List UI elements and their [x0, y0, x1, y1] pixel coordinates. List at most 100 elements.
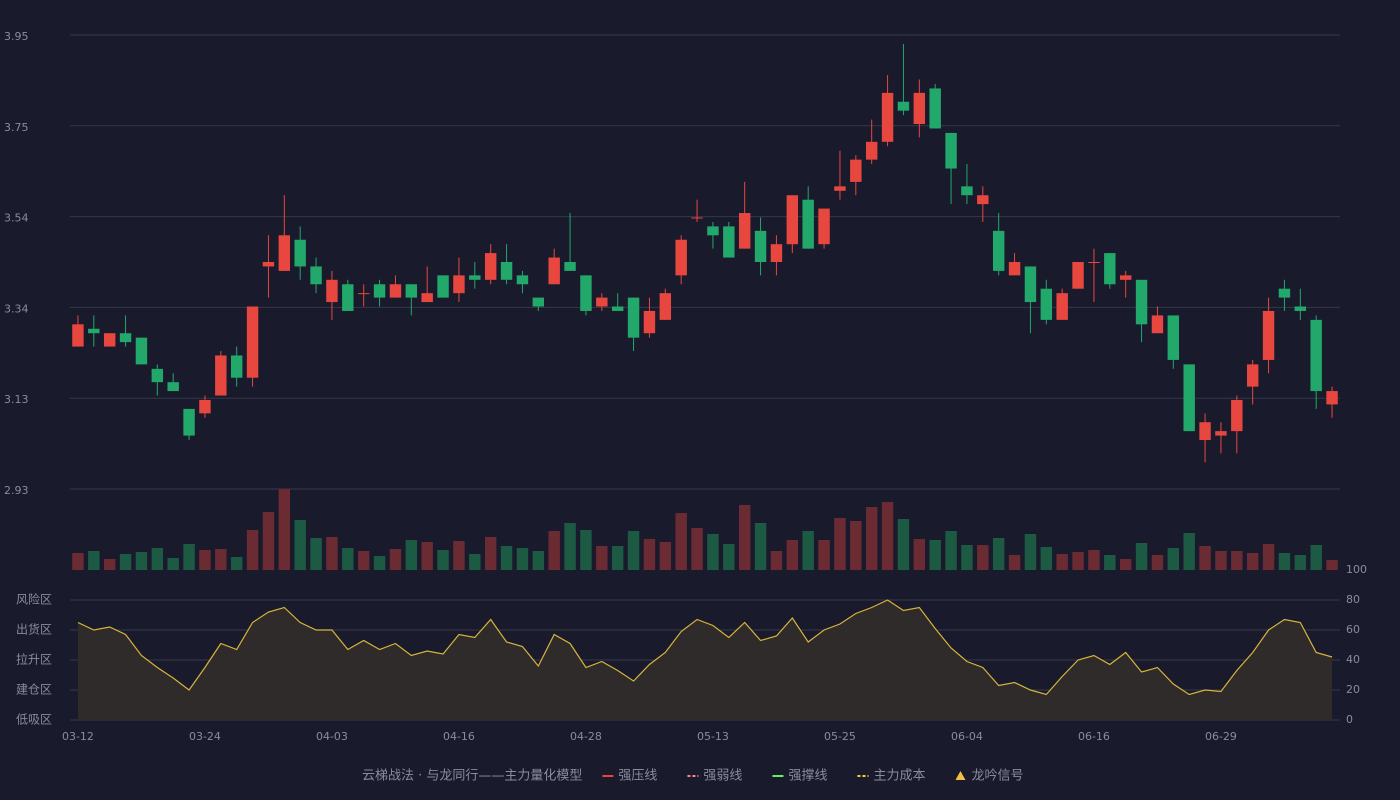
volume-bar	[945, 531, 957, 570]
candle-body	[754, 230, 767, 262]
volume-bar	[1167, 548, 1180, 570]
osc-tick-label: 80	[1346, 593, 1360, 606]
volume-bar	[611, 546, 624, 570]
volume-bar	[913, 539, 926, 570]
volume-bar	[929, 540, 941, 570]
candle-body	[929, 88, 941, 129]
candle-body	[453, 275, 465, 294]
candle-body	[691, 217, 703, 219]
volume-bar	[1056, 554, 1068, 570]
candle-body	[723, 226, 735, 258]
candle-body	[850, 159, 862, 182]
x-tick-label: 03-24	[189, 730, 221, 743]
volume-bar	[1310, 545, 1322, 570]
volume-bar	[516, 548, 529, 570]
candle-body	[135, 337, 148, 365]
volume-bar	[1294, 555, 1307, 570]
x-tick-label: 04-16	[443, 730, 475, 743]
volume-bar	[1040, 547, 1053, 570]
candle-body	[421, 293, 433, 303]
volume-bar	[865, 507, 878, 570]
zone-label: 出货区	[16, 622, 52, 637]
volume-bar	[580, 530, 592, 570]
volume-bar	[135, 552, 148, 570]
candle-body	[1310, 319, 1322, 392]
candle-body	[992, 230, 1005, 271]
candle-body	[834, 186, 846, 191]
candle-body	[1326, 391, 1338, 405]
volume-bar	[723, 544, 735, 570]
candle-body	[1215, 431, 1227, 436]
volume-bar	[119, 554, 132, 570]
candle-body	[1072, 262, 1084, 289]
x-tick-label: 05-13	[697, 730, 729, 743]
candle-body	[818, 208, 830, 245]
x-tick-label: 06-16	[1078, 730, 1110, 743]
y-tick-label: 3.75	[4, 121, 29, 134]
candle-body	[802, 199, 814, 249]
candle-body	[469, 275, 481, 280]
legend-glyph	[955, 771, 966, 780]
candle-body	[389, 284, 402, 298]
candle-body	[1104, 253, 1116, 285]
candle-body	[675, 239, 687, 276]
volume-bar	[627, 531, 640, 570]
candle-body	[215, 355, 227, 396]
volume-bar	[770, 551, 783, 570]
y-tick-label: 3.34	[4, 302, 29, 315]
candle-body	[643, 310, 656, 334]
candle-body	[72, 324, 84, 347]
candle-body	[659, 293, 672, 320]
x-tick-label: 06-29	[1205, 730, 1237, 743]
volume-bar	[1183, 533, 1195, 570]
volume-bar	[596, 546, 608, 570]
volume-bar	[1262, 544, 1275, 570]
candle-body	[1199, 422, 1211, 441]
volume-bar	[230, 557, 243, 570]
volume-bar	[1008, 555, 1021, 570]
volume-bar	[262, 512, 275, 570]
candle-body	[373, 284, 386, 298]
volume-bar	[564, 523, 576, 570]
osc-tick-label: 60	[1346, 623, 1360, 636]
candle-body	[1088, 262, 1100, 263]
volume-bar	[294, 520, 306, 570]
candle-body	[119, 333, 132, 343]
x-tick-label: 05-25	[824, 730, 856, 743]
volume-bar	[246, 530, 259, 570]
legend-label: 强压线	[618, 769, 657, 784]
candle-body	[897, 101, 910, 111]
volume-bar	[167, 558, 179, 570]
volume-bar	[707, 534, 719, 570]
candle-body	[1278, 288, 1291, 298]
candle-body	[1056, 293, 1068, 320]
legend-label: 主力成本	[873, 769, 925, 784]
volume-bar	[802, 531, 814, 570]
volume-bar	[103, 559, 116, 570]
volume-bar	[183, 544, 195, 570]
candle-body	[977, 195, 989, 205]
candle-body	[707, 226, 719, 236]
volume-bar	[1119, 559, 1132, 570]
x-tick-label: 04-03	[316, 730, 348, 743]
osc-tick-label: 100	[1346, 563, 1367, 576]
volume-bar	[659, 542, 672, 570]
candle-body	[437, 275, 449, 298]
candle-body	[1262, 310, 1275, 360]
volume-bar	[1151, 555, 1164, 570]
volume-bar	[786, 540, 799, 570]
candle-body	[1040, 288, 1053, 320]
x-tick-label: 03-12	[62, 730, 94, 743]
y-tick-label: 2.93	[4, 484, 29, 497]
candle-body	[342, 284, 354, 311]
candle-body	[278, 235, 291, 271]
candle-body	[405, 284, 418, 298]
volume-bar	[992, 538, 1005, 570]
volume-bar	[897, 519, 910, 570]
volume-bar	[1024, 534, 1037, 570]
volume-bar	[1278, 553, 1291, 570]
candle-body	[1231, 399, 1243, 432]
candle-body	[484, 253, 497, 280]
candle-body	[183, 408, 195, 436]
